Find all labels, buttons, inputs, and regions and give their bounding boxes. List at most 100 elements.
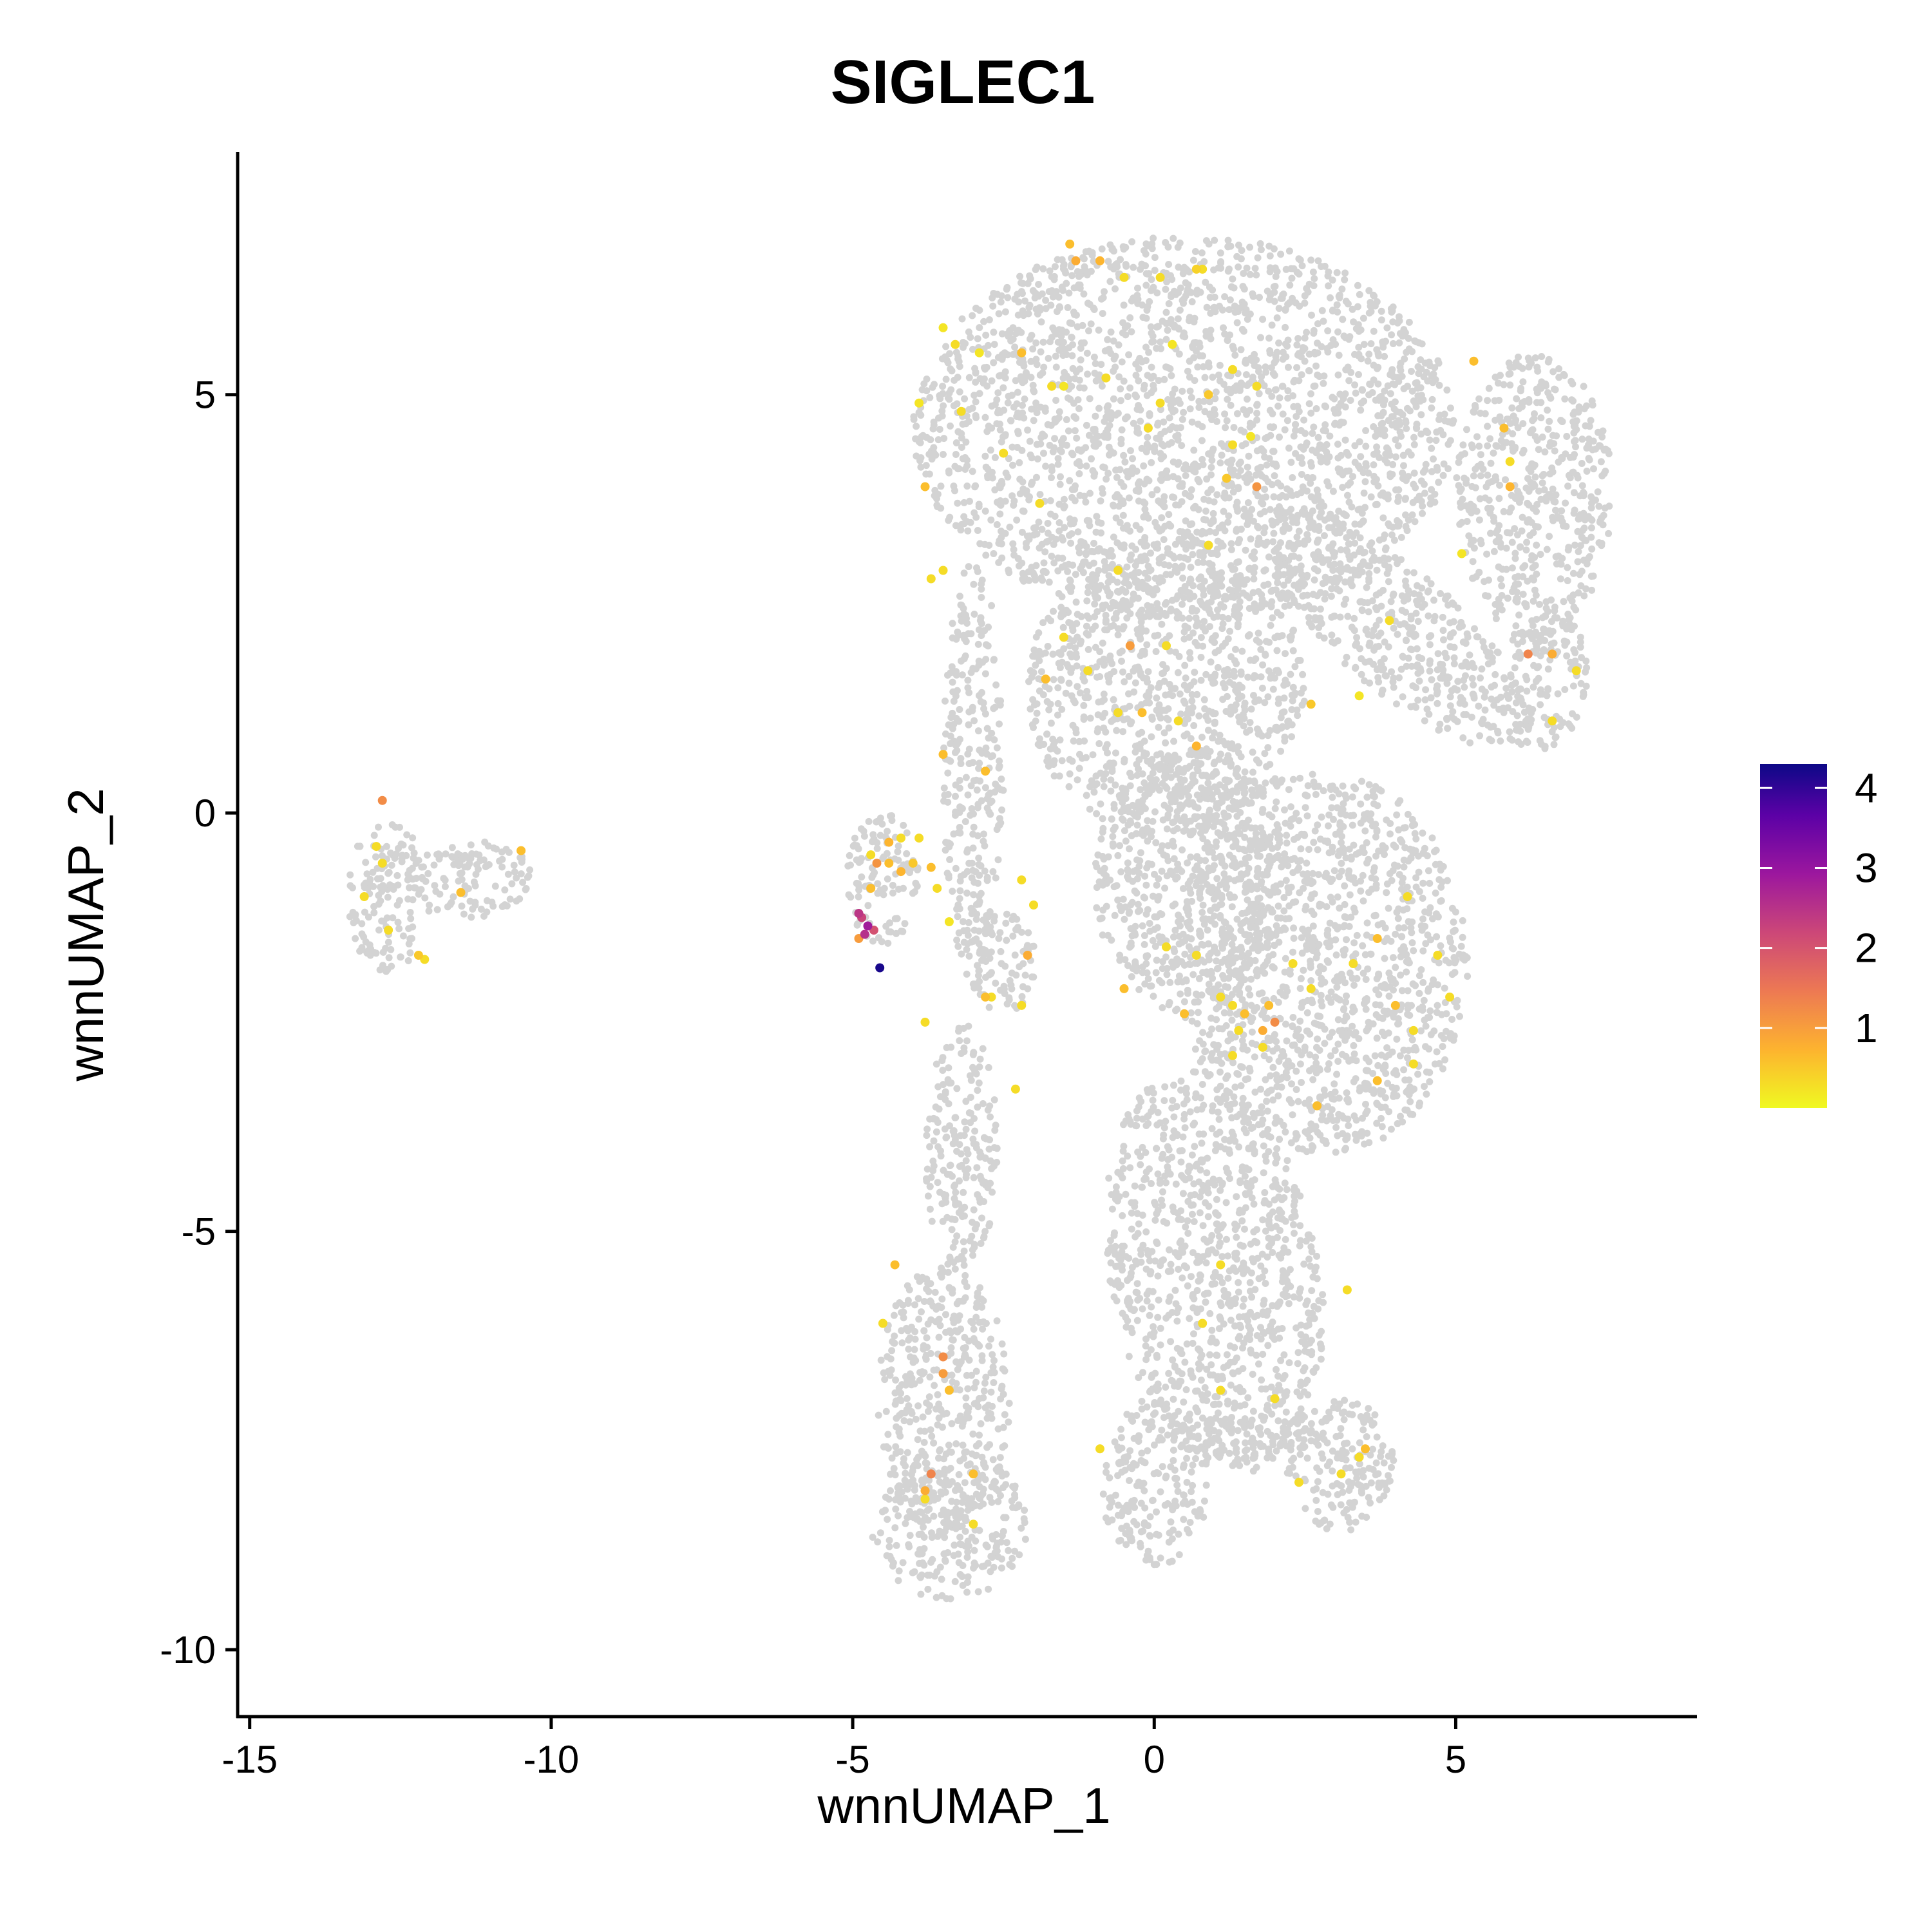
background-cell xyxy=(1076,689,1084,697)
background-cell xyxy=(1434,682,1441,690)
background-cell xyxy=(1444,725,1452,732)
background-cell xyxy=(1358,386,1366,394)
background-cell xyxy=(1410,569,1417,576)
background-cell xyxy=(1071,486,1079,493)
background-cell xyxy=(1381,352,1388,360)
background-cell xyxy=(1389,461,1397,468)
background-cell xyxy=(995,310,1003,318)
background-cell xyxy=(1103,475,1110,483)
background-cell xyxy=(1179,600,1186,608)
background-cell xyxy=(1164,243,1172,251)
background-cell xyxy=(1302,1100,1309,1107)
background-cell xyxy=(1262,363,1269,371)
background-cell xyxy=(1288,733,1295,741)
background-cell xyxy=(1269,448,1277,455)
background-cell xyxy=(976,324,983,332)
background-cell xyxy=(1051,513,1059,520)
background-cell xyxy=(1212,388,1220,396)
background-cell xyxy=(1211,672,1218,680)
background-cell xyxy=(1419,829,1426,837)
background-cell xyxy=(1293,364,1301,372)
background-cell xyxy=(1032,633,1040,641)
background-cell xyxy=(1220,680,1227,687)
background-cell xyxy=(1276,394,1283,402)
background-cell xyxy=(1035,281,1043,288)
background-cell xyxy=(1454,678,1462,685)
background-cell xyxy=(1285,542,1293,550)
background-cell xyxy=(1040,450,1047,457)
background-cell xyxy=(1309,507,1316,515)
background-cell xyxy=(1376,453,1383,461)
background-cell xyxy=(1040,559,1048,567)
background-cell xyxy=(1329,336,1337,343)
background-cell xyxy=(1305,602,1312,609)
background-cell xyxy=(1294,657,1302,664)
background-cell xyxy=(1293,706,1301,714)
background-cell xyxy=(1025,678,1032,685)
background-cell xyxy=(1318,557,1326,564)
background-cell xyxy=(1563,652,1571,660)
background-cell xyxy=(1117,256,1124,263)
background-cell xyxy=(1378,602,1385,610)
background-cell xyxy=(961,395,969,403)
background-cell xyxy=(1019,401,1026,409)
background-cell xyxy=(1529,426,1537,433)
background-cell xyxy=(1101,288,1108,296)
background-cell xyxy=(1200,258,1208,265)
background-cell xyxy=(1224,243,1232,251)
background-cell xyxy=(1468,441,1475,449)
background-cell xyxy=(1377,629,1385,637)
background-cell xyxy=(1019,359,1027,367)
background-cell xyxy=(1089,467,1097,475)
background-cell xyxy=(1096,658,1104,665)
background-cell xyxy=(969,345,976,353)
background-cell xyxy=(1179,480,1186,488)
background-cell xyxy=(1226,331,1234,339)
background-cell xyxy=(1227,540,1235,548)
background-cell xyxy=(1099,463,1107,471)
background-cell xyxy=(1281,426,1289,433)
background-cell xyxy=(1544,665,1552,673)
background-cell xyxy=(1020,508,1028,515)
background-cell xyxy=(1351,381,1359,389)
background-cell xyxy=(1171,540,1179,548)
background-cell xyxy=(1537,385,1545,392)
background-cell xyxy=(1300,540,1308,548)
background-cell xyxy=(1137,652,1144,660)
background-cell xyxy=(1157,714,1164,722)
background-cell xyxy=(985,316,993,323)
background-cell xyxy=(1359,517,1367,525)
background-cell xyxy=(1484,472,1492,479)
background-cell xyxy=(1186,357,1193,365)
background-cell xyxy=(1291,663,1299,671)
background-cell xyxy=(1088,249,1096,256)
background-cell xyxy=(1059,555,1066,562)
background-cell xyxy=(1350,318,1358,326)
background-cell xyxy=(1515,580,1522,588)
background-cell xyxy=(1059,624,1067,631)
background-cell xyxy=(1587,533,1595,541)
background-cell xyxy=(1273,546,1280,553)
background-cell xyxy=(1188,298,1196,305)
background-cell xyxy=(1551,604,1558,611)
background-cell xyxy=(1053,308,1061,316)
background-cell xyxy=(1204,489,1212,497)
background-cell xyxy=(1491,397,1499,405)
background-cell xyxy=(1200,591,1208,599)
background-cell xyxy=(1356,534,1364,542)
background-cell xyxy=(1084,370,1092,378)
background-cell xyxy=(1225,494,1233,502)
background-cell xyxy=(1119,668,1126,676)
background-cell xyxy=(1362,1100,1369,1108)
background-cell xyxy=(1052,363,1060,371)
background-cell xyxy=(1099,310,1106,318)
background-cell xyxy=(1153,289,1161,297)
background-cell xyxy=(1107,787,1115,795)
background-cell xyxy=(1058,256,1066,263)
background-cell xyxy=(1398,592,1406,600)
background-cell xyxy=(1469,558,1477,566)
background-cell xyxy=(1361,548,1368,556)
background-cell xyxy=(969,312,976,319)
background-cell xyxy=(1373,566,1381,574)
background-cell xyxy=(1291,692,1298,699)
